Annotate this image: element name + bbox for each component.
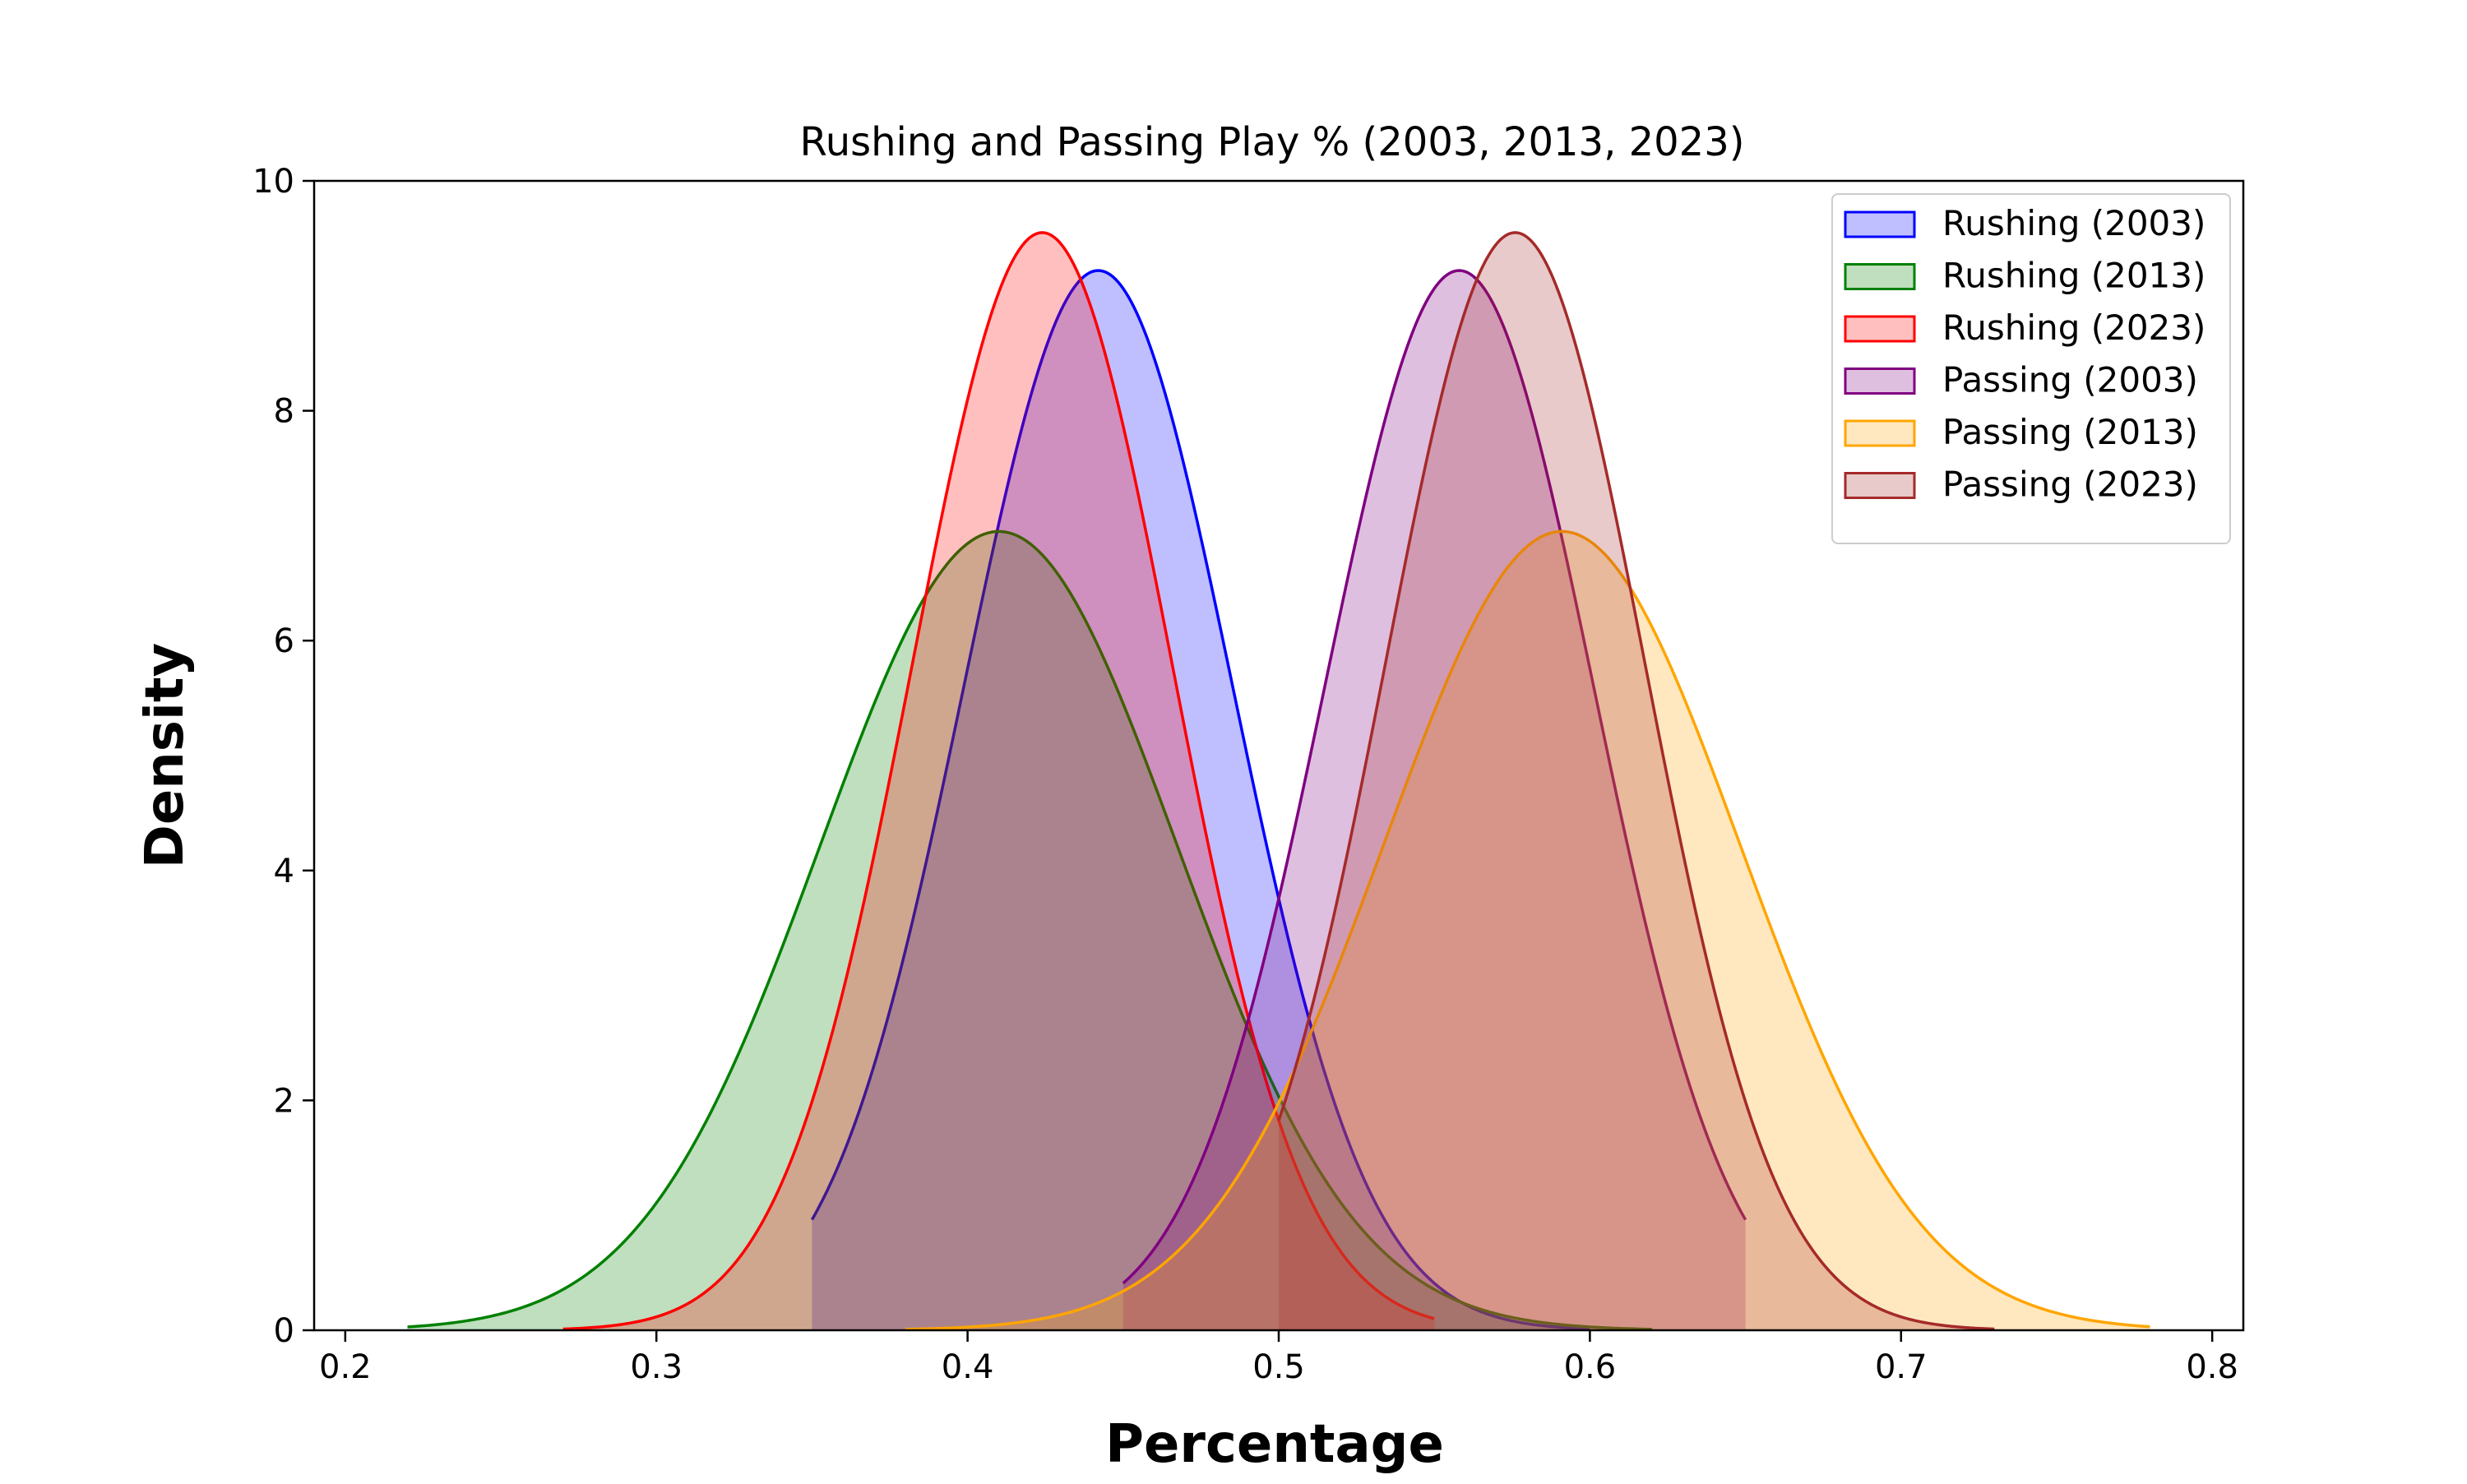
- legend-swatch: [1844, 419, 1916, 447]
- legend-label: Passing (2013): [1942, 412, 2198, 452]
- legend-label: Rushing (2023): [1942, 307, 2205, 348]
- passing-2003-fill: [1122, 270, 1746, 1330]
- legend-label: Passing (2003): [1942, 360, 2198, 400]
- legend-label: Passing (2023): [1942, 465, 2198, 505]
- rushing-2003-fill: [812, 270, 1590, 1331]
- chart-title: Rushing and Passing Play % (2003, 2013, …: [800, 119, 1745, 165]
- rushing-2023-fill: [562, 232, 1435, 1330]
- legend-swatch: [1844, 263, 1916, 290]
- legend-swatch: [1844, 472, 1916, 499]
- y-tick-label: 8: [274, 393, 294, 431]
- x-tick-label: 0.6: [1564, 1348, 1617, 1386]
- rushing-2013-line: [407, 529, 1653, 1331]
- x-tick-label: 0.3: [630, 1348, 683, 1386]
- x-tick-label: 0.8: [2186, 1348, 2238, 1386]
- y-axis: 0 2 4 6 8 10: [252, 163, 314, 1350]
- y-tick-label: 0: [274, 1312, 294, 1350]
- passing-2023-fill: [1279, 232, 1995, 1330]
- legend-swatch: [1844, 315, 1916, 343]
- x-tick-label: 0.7: [1875, 1348, 1928, 1386]
- x-tick-label: 0.2: [319, 1348, 372, 1386]
- x-tick-label: 0.4: [942, 1348, 994, 1386]
- passing-2013-line: [905, 529, 2150, 1331]
- rushing-2023-line: [562, 231, 1435, 1331]
- passing-2013-fill: [905, 531, 2150, 1330]
- legend: Rushing (2003) Rushing (2013) Rushing (202…: [1831, 193, 2231, 544]
- x-axis: 0.2 0.3 0.4 0.5 0.6 0.7 0.8: [319, 1330, 2238, 1386]
- rushing-2013-fill: [407, 531, 1653, 1330]
- passing-2023-line: [1277, 231, 1995, 1331]
- passing-2003-line: [1122, 269, 1747, 1285]
- y-axis-label: Density: [135, 643, 196, 868]
- x-tick-label: 0.5: [1252, 1348, 1305, 1386]
- legend-label: Rushing (2003): [1942, 203, 2205, 243]
- y-tick-label: 4: [274, 853, 294, 890]
- legend-box: [1831, 193, 2231, 544]
- legend-swatch: [1844, 368, 1916, 395]
- y-tick-label: 6: [274, 622, 294, 660]
- y-tick-label: 10: [252, 163, 294, 201]
- y-tick-label: 2: [274, 1082, 294, 1120]
- legend-swatch: [1844, 210, 1916, 238]
- plot-area: [407, 231, 2150, 1331]
- legend-label: Rushing (2013): [1942, 256, 2205, 296]
- x-axis-label: Percentage: [1105, 1414, 1444, 1475]
